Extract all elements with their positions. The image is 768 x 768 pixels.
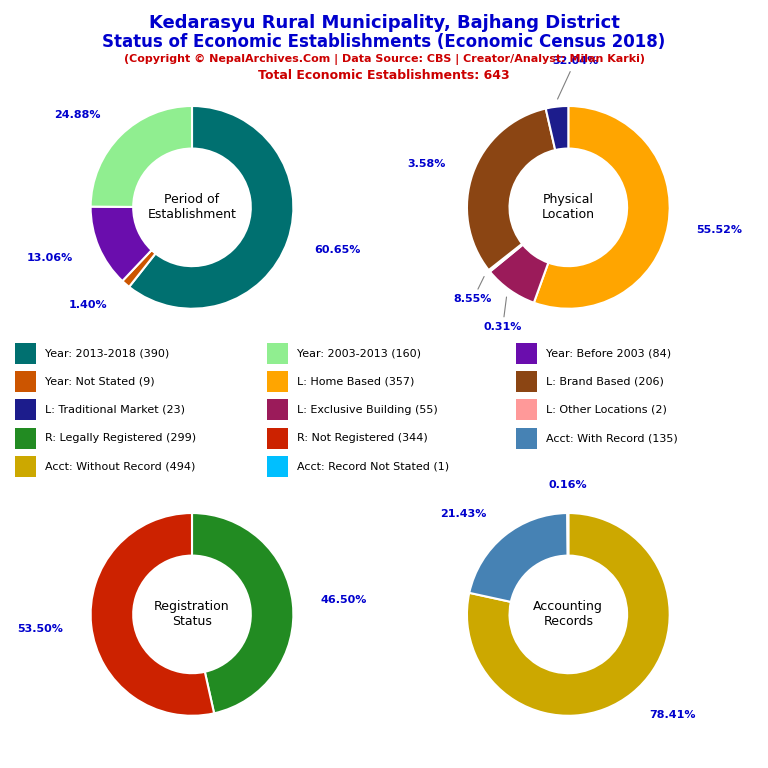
Text: 1.40%: 1.40%: [68, 300, 107, 310]
Text: L: Exclusive Building (55): L: Exclusive Building (55): [297, 405, 439, 415]
Text: Year: 2003-2013 (160): Year: 2003-2013 (160): [297, 349, 422, 359]
Text: Acct: Record Not Stated (1): Acct: Record Not Stated (1): [297, 462, 449, 472]
Text: (Copyright © NepalArchives.Com | Data Source: CBS | Creator/Analyst: Milan Karki: (Copyright © NepalArchives.Com | Data So…: [124, 54, 644, 65]
Bar: [516, 343, 537, 364]
Text: R: Not Registered (344): R: Not Registered (344): [297, 433, 429, 443]
Wedge shape: [129, 106, 293, 309]
Text: R: Legally Registered (299): R: Legally Registered (299): [45, 433, 197, 443]
Wedge shape: [488, 243, 523, 272]
Text: L: Home Based (357): L: Home Based (357): [297, 376, 415, 386]
Wedge shape: [122, 250, 155, 287]
Text: 8.55%: 8.55%: [454, 276, 492, 304]
Text: 60.65%: 60.65%: [315, 245, 361, 255]
Bar: [15, 343, 36, 364]
Text: Status of Economic Establishments (Economic Census 2018): Status of Economic Establishments (Econo…: [102, 33, 666, 51]
Text: Year: Not Stated (9): Year: Not Stated (9): [45, 376, 155, 386]
Text: 13.06%: 13.06%: [26, 253, 73, 263]
Wedge shape: [534, 106, 670, 309]
Wedge shape: [192, 513, 293, 713]
Text: Year: Before 2003 (84): Year: Before 2003 (84): [546, 349, 671, 359]
Wedge shape: [91, 106, 192, 207]
Text: 3.58%: 3.58%: [408, 159, 446, 169]
Text: 78.41%: 78.41%: [650, 710, 697, 720]
Bar: [15, 399, 36, 420]
Text: 21.43%: 21.43%: [440, 508, 486, 518]
Text: Acct: With Record (135): Acct: With Record (135): [546, 433, 677, 443]
Text: 53.50%: 53.50%: [17, 624, 63, 634]
Wedge shape: [546, 106, 568, 150]
Text: L: Traditional Market (23): L: Traditional Market (23): [45, 405, 185, 415]
Text: Period of
Establishment: Period of Establishment: [147, 194, 237, 221]
Text: 24.88%: 24.88%: [54, 111, 101, 121]
Text: L: Other Locations (2): L: Other Locations (2): [546, 405, 667, 415]
Text: 0.16%: 0.16%: [548, 480, 587, 490]
Text: Physical
Location: Physical Location: [541, 194, 595, 221]
Text: Year: 2013-2018 (390): Year: 2013-2018 (390): [45, 349, 170, 359]
Text: Kedarasyu Rural Municipality, Bajhang District: Kedarasyu Rural Municipality, Bajhang Di…: [148, 14, 620, 31]
Bar: [267, 456, 289, 477]
Text: 55.52%: 55.52%: [696, 225, 742, 235]
Text: Registration
Status: Registration Status: [154, 601, 230, 628]
Bar: [516, 428, 537, 449]
Wedge shape: [91, 513, 214, 716]
Bar: [267, 428, 289, 449]
Text: Accounting
Records: Accounting Records: [534, 601, 603, 628]
Text: 46.50%: 46.50%: [321, 595, 367, 605]
Wedge shape: [490, 245, 548, 303]
Bar: [267, 371, 289, 392]
Bar: [15, 428, 36, 449]
Bar: [267, 343, 289, 364]
Text: L: Brand Based (206): L: Brand Based (206): [546, 376, 664, 386]
Text: Total Economic Establishments: 643: Total Economic Establishments: 643: [258, 69, 510, 82]
Wedge shape: [469, 513, 568, 602]
Bar: [516, 399, 537, 420]
Bar: [516, 371, 537, 392]
Bar: [267, 399, 289, 420]
Bar: [15, 371, 36, 392]
Bar: [15, 456, 36, 477]
Wedge shape: [467, 513, 670, 716]
Text: 32.04%: 32.04%: [552, 56, 598, 99]
Wedge shape: [467, 108, 555, 270]
Wedge shape: [91, 207, 151, 281]
Text: 0.31%: 0.31%: [483, 297, 521, 333]
Text: Acct: Without Record (494): Acct: Without Record (494): [45, 462, 196, 472]
